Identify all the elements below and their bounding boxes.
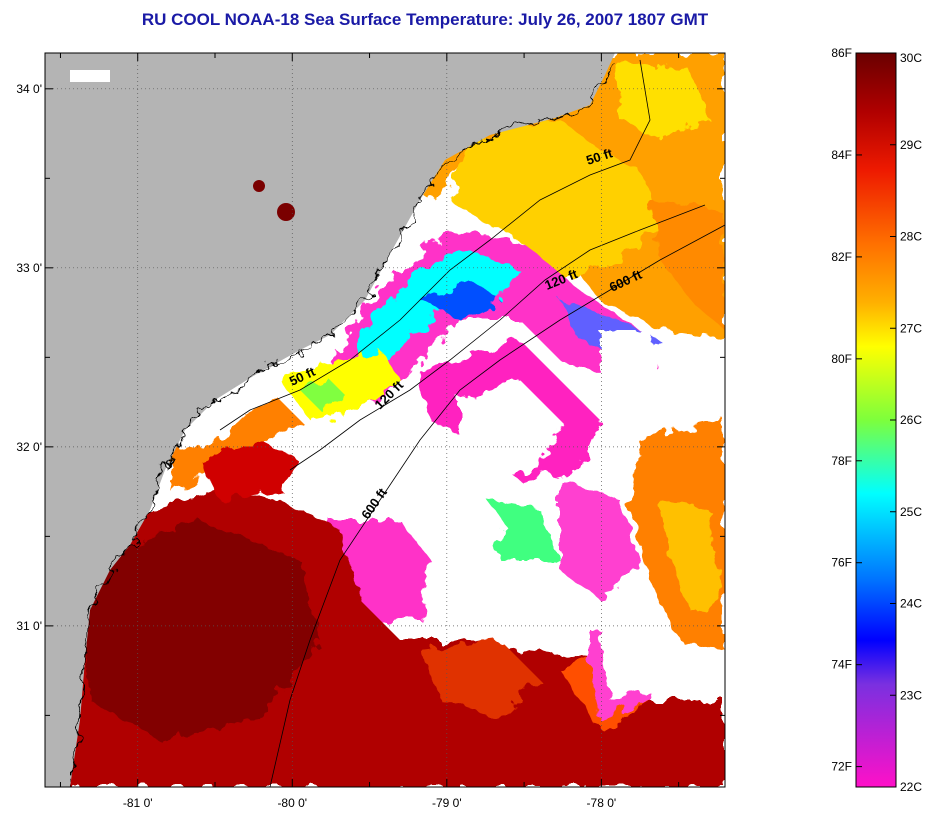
grid-lines [45, 53, 725, 787]
map-title: RU COOL NOAA-18 Sea Surface Temperature:… [141, 10, 709, 29]
colorbar-celsius-scale: 30C 29C 28C 27C 26C 25C 24C 23C 22C [890, 51, 922, 794]
colorbar-c-label: 28C [900, 230, 922, 244]
colorbar-f-label: 74F [831, 658, 852, 672]
colorbar-f-label: 80F [831, 352, 852, 366]
colorbar-c-label: 22C [900, 780, 922, 794]
lon-tick-label: -79 0' [432, 796, 462, 810]
lat-tick-label: 32 0' [16, 440, 42, 454]
colorbar-c-label: 25C [900, 505, 922, 519]
coastline [69, 53, 616, 787]
inland-lake [253, 180, 265, 192]
map-frame [44, 52, 726, 788]
colorbar-c-label: 23C [900, 688, 922, 702]
sst-map: 50 ft 50 ft 120 ft 120 ft 600 ft 600 ft [45, 53, 725, 787]
land-mass [45, 53, 615, 787]
lat-tick-label: 33 0' [16, 261, 42, 275]
contour-600ft [269, 224, 725, 787]
colorbar-f-label: 76F [831, 556, 852, 570]
inland-lake [277, 203, 295, 221]
colorbar-c-label: 29C [900, 138, 922, 152]
latitude-axis: 34 0' 33 0' 32 0' 31 0' [16, 82, 725, 716]
longitude-axis: -81 0' -80 0' -79 0' -78 0' [59, 53, 680, 810]
colorbar-fahrenheit-scale: 86F 84F 82F 80F 78F 76F 74F 72F [831, 46, 862, 774]
colorbar-f-label: 86F [831, 46, 852, 60]
colorbar-c-label: 30C [900, 51, 922, 65]
colorbar-f-label: 72F [831, 760, 852, 774]
colorbar [855, 52, 897, 788]
colorbar-c-label: 24C [900, 597, 922, 611]
colorbar-f-label: 84F [831, 148, 852, 162]
colorbar-f-label: 82F [831, 250, 852, 264]
colorbar-f-label: 78F [831, 454, 852, 468]
lon-tick-label: -81 0' [123, 796, 153, 810]
contour-120ft [289, 204, 706, 471]
lat-tick-label: 34 0' [16, 82, 42, 96]
lon-tick-label: -80 0' [277, 796, 307, 810]
colorbar-c-label: 27C [900, 321, 922, 335]
inland-lake [70, 70, 110, 82]
contour-50ft [219, 59, 651, 431]
colorbar-c-label: 26C [900, 413, 922, 427]
lat-tick-label: 31 0' [16, 619, 42, 633]
lon-tick-label: -78 0' [587, 796, 617, 810]
